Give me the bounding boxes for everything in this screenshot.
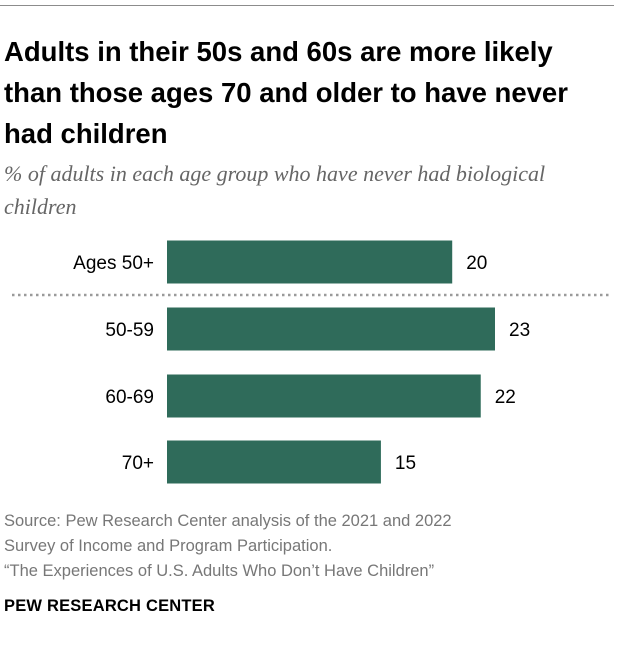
source-line-3: “The Experiences of U.S. Adults Who Don’… [4,562,435,580]
bar-chart: Ages 50+ 20 50-59 23 60-69 22 70+ 15 [12,240,612,484]
top-rule [0,5,614,6]
bar-60-69 [167,374,481,418]
bar-70 [167,440,381,484]
category-label-50-59: 50-59 [105,320,154,341]
category-label-60-69: 60-69 [105,387,154,408]
bar-ages-50 [167,240,453,284]
data-label-50-59: 23 [509,320,530,341]
source-note: Source: Pew Research Center analysis of … [4,509,604,584]
data-label-70: 15 [395,453,416,474]
chart-subtitle: % of adults in each age group who have n… [4,161,546,219]
source-line-2: Survey of Income and Program Participati… [4,537,333,555]
data-label-60-69: 22 [495,387,516,408]
pew-research-center-logo: PEW RESEARCH CENTER [4,597,215,615]
chart-title: Adults in their 50s and 60s are more lik… [4,36,568,149]
data-label-ages-50: 20 [466,253,487,274]
source-line-1: Source: Pew Research Center analysis of … [4,512,452,530]
category-label-ages-50: Ages 50+ [73,253,154,274]
category-label-70: 70+ [122,453,154,474]
bar-50-59 [167,307,495,351]
